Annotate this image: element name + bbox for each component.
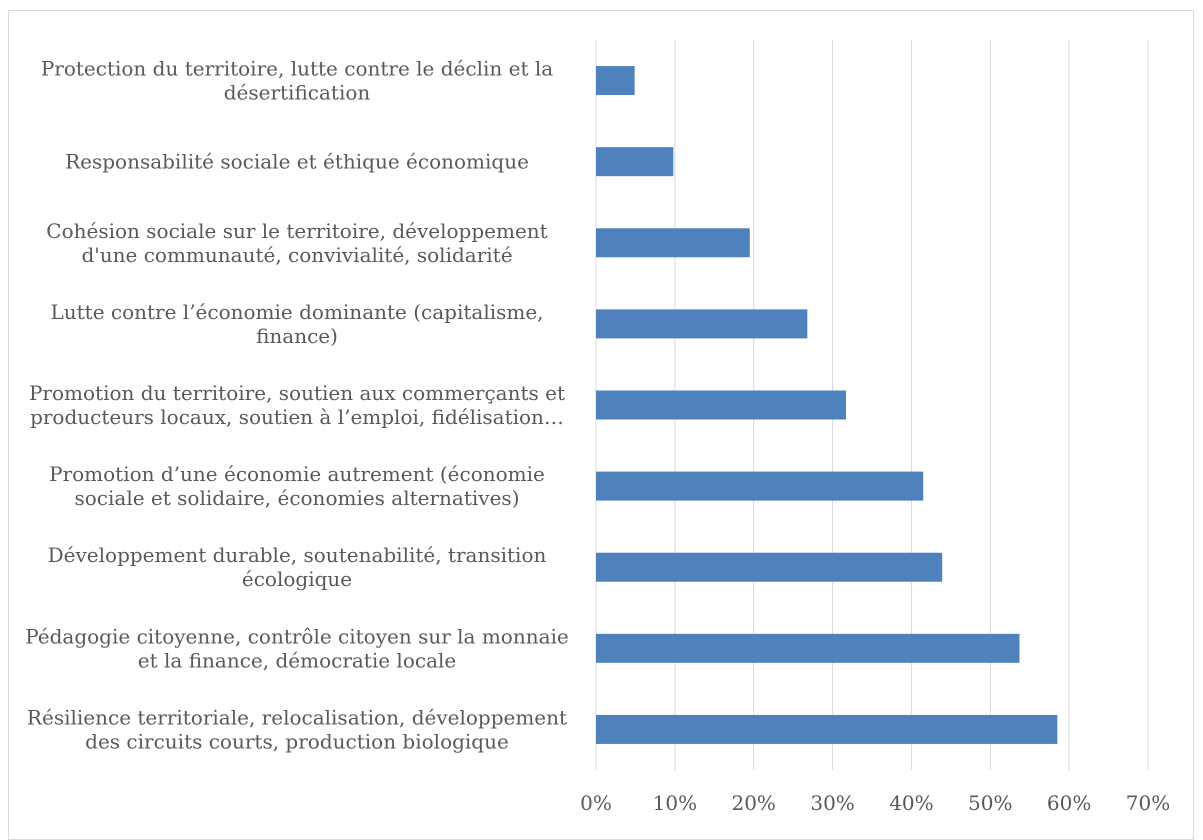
bar bbox=[596, 471, 924, 501]
x-tick-label: 70% bbox=[1126, 791, 1170, 815]
category-label: Protection du territoire, lutte contre l… bbox=[41, 57, 553, 105]
x-tick-label: 0% bbox=[580, 791, 612, 815]
bars bbox=[596, 66, 1058, 744]
category-label-line: Pédagogie citoyenne, contrôle citoyen su… bbox=[25, 624, 569, 648]
category-label-line: Responsabilité sociale et éthique économ… bbox=[65, 150, 529, 174]
category-label: Promotion du territoire, soutien aux com… bbox=[29, 381, 565, 429]
category-label-line: écologique bbox=[242, 567, 352, 591]
x-tick-label: 40% bbox=[889, 791, 933, 815]
bar bbox=[596, 147, 674, 177]
category-label-line: Résilience territoriale, relocalisation,… bbox=[27, 705, 567, 729]
category-label: Résilience territoriale, relocalisation,… bbox=[27, 705, 567, 753]
category-label: Promotion d’une économie autrement (écon… bbox=[49, 462, 545, 510]
category-label: Responsabilité sociale et éthique économ… bbox=[65, 150, 529, 174]
category-label-line: Lutte contre l’économie dominante (capit… bbox=[50, 300, 543, 324]
bar bbox=[596, 552, 943, 582]
category-label: Pédagogie citoyenne, contrôle citoyen su… bbox=[25, 624, 569, 672]
horizontal-bar-chart: Protection du territoire, lutte contre l… bbox=[25, 40, 1170, 815]
category-label: Développement durable, soutenabilité, tr… bbox=[48, 543, 547, 591]
bar bbox=[596, 309, 808, 339]
x-tick-label: 60% bbox=[1047, 791, 1091, 815]
bar bbox=[596, 714, 1058, 744]
category-label-line: désertification bbox=[224, 81, 371, 105]
category-label: Cohésion sociale sur le territoire, déve… bbox=[46, 219, 547, 267]
category-label-line: Cohésion sociale sur le territoire, déve… bbox=[46, 219, 547, 243]
category-label-line: d'une communauté, convivialité, solidari… bbox=[81, 243, 512, 267]
bar bbox=[596, 633, 1020, 663]
x-tick-label: 10% bbox=[653, 791, 697, 815]
category-label-line: Promotion d’une économie autrement (écon… bbox=[49, 462, 545, 486]
bar bbox=[596, 228, 750, 258]
category-label: Lutte contre l’économie dominante (capit… bbox=[50, 300, 543, 348]
category-label-line: producteurs locaux, soutien à l’emploi, … bbox=[30, 405, 564, 429]
x-tick-label: 20% bbox=[731, 791, 775, 815]
category-label-line: sociale et solidaire, économies alternat… bbox=[75, 486, 520, 510]
category-label-line: Promotion du territoire, soutien aux com… bbox=[29, 381, 565, 405]
x-tick-label: 30% bbox=[810, 791, 854, 815]
bar bbox=[596, 66, 635, 96]
category-label-line: Développement durable, soutenabilité, tr… bbox=[48, 543, 547, 567]
x-tick-label: 50% bbox=[968, 791, 1012, 815]
x-axis-tick-labels: 0% 10% 20% 30% 40% 50% 60% 70% bbox=[580, 791, 1170, 815]
category-label-line: des circuits courts, production biologiq… bbox=[85, 729, 509, 753]
category-label-line: Protection du territoire, lutte contre l… bbox=[41, 57, 553, 81]
category-label-line: et la finance, démocratie locale bbox=[138, 648, 456, 672]
category-labels: Protection du territoire, lutte contre l… bbox=[25, 57, 569, 754]
category-label-line: finance) bbox=[256, 324, 338, 348]
bar bbox=[596, 390, 846, 420]
